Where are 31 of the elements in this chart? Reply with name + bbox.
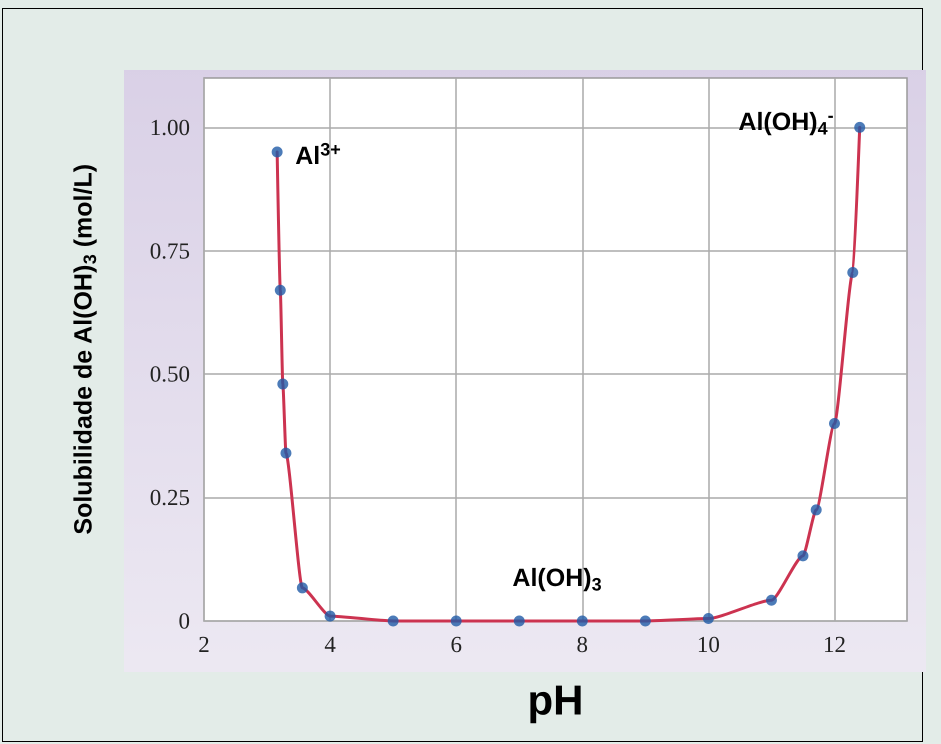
point [514,616,525,626]
point [277,378,288,390]
point [280,448,292,459]
point [797,550,808,562]
point [847,266,858,278]
point [274,284,286,296]
point [810,504,822,516]
y-tick-label: 0.25 [150,485,190,510]
point [766,594,777,606]
y-tick-label: 0.50 [150,362,190,387]
point [324,610,336,622]
y-tick-label: 0 [178,608,190,634]
point [702,613,714,624]
point [829,418,840,430]
point [640,616,651,626]
y-axis-title: Solubilidade de Al(OH)3 (mol/L) [70,164,100,535]
x-axis-title: pH [528,676,584,724]
point [854,122,866,133]
y-tick-label: 1.00 [150,114,190,140]
x-tick-label: 2 [198,632,210,657]
x-tick-label: 4 [324,632,336,657]
point [388,616,399,626]
point [576,616,588,626]
y-tick-label: 0.75 [150,238,190,264]
point [450,616,462,626]
x-tick-label: 8 [576,632,588,657]
point [272,146,283,158]
x-tick-label: 6 [450,632,462,657]
x-tick-label: 10 [696,632,720,657]
point [296,582,308,594]
x-tick-label: 12 [822,632,846,657]
